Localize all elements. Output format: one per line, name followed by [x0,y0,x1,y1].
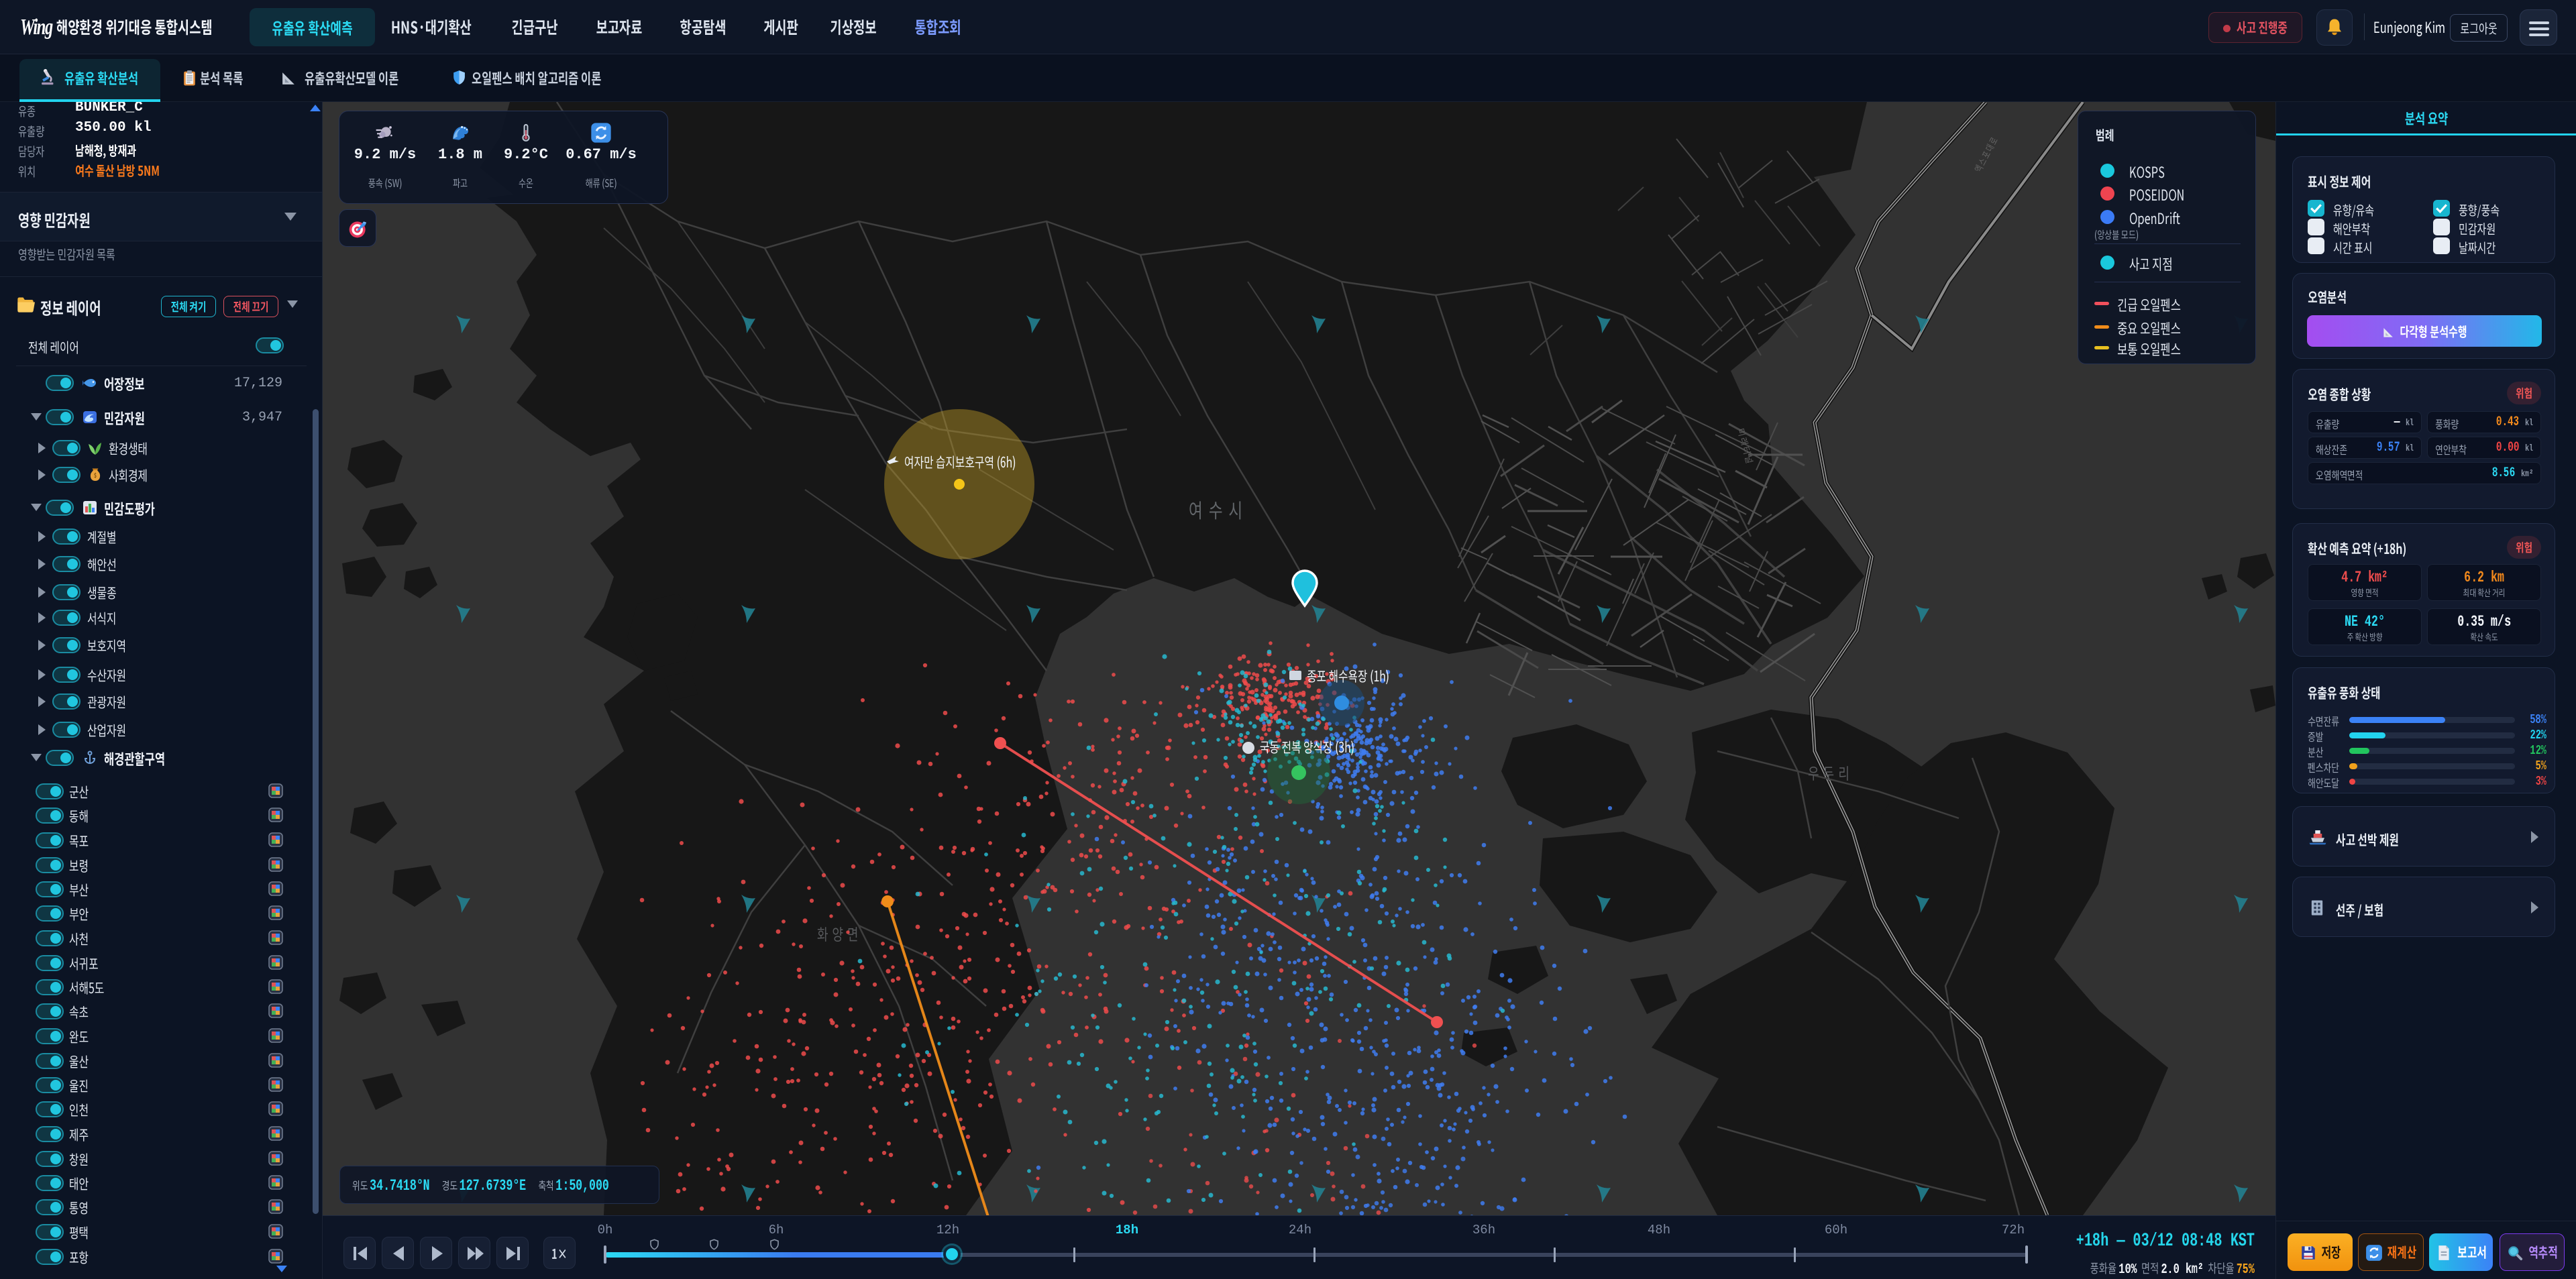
svg-text:국동 전복 양식장 (3h): 국동 전복 양식장 (3h) [1260,737,1354,757]
svg-text:종포 해수욕장 (1h): 종포 해수욕장 (1h) [1307,666,1389,686]
svg-text:화양면: 화양면 [817,922,863,945]
svg-text:여수시: 여수시 [1189,494,1248,524]
svg-text:$: $ [94,471,97,480]
svg-text:여자만 습지보호구역 (6h): 여자만 습지보호구역 (6h) [904,452,1016,472]
svg-text:우두리: 우두리 [1808,761,1854,784]
